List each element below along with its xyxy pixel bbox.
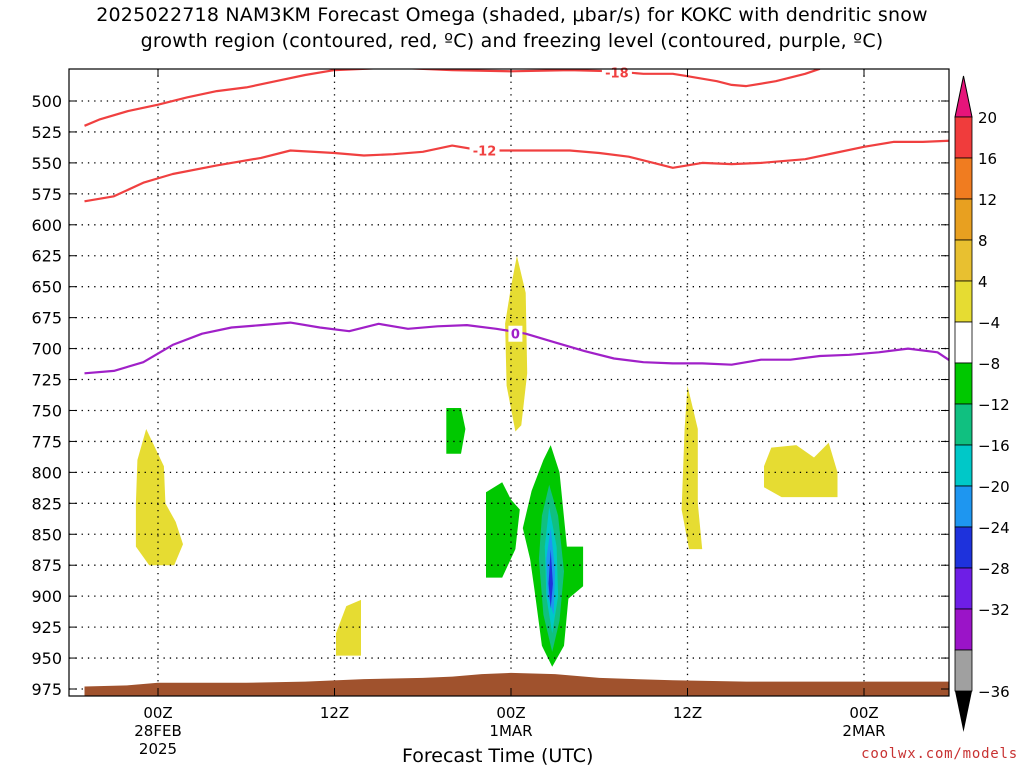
colorbar-label-11: −28 [978,560,1010,578]
y-tick-label-550: 550 [31,154,62,173]
omega-region-3 [681,385,703,550]
omega-shading-layer [135,255,838,667]
colorbar-label-5: −4 [978,314,1000,332]
colorbar-swatch-13 [954,649,973,692]
colorbar-swatch-7 [954,403,973,446]
isotherm-label-bg-2 [508,325,523,342]
colorbar-label-2: 12 [978,191,997,209]
y-tick-label-625: 625 [31,247,62,266]
omega-region-1 [505,255,528,432]
isotherm-label-bg-1 [469,142,500,159]
x-tick-label-48-2: 2MAR [842,722,885,740]
isotherm-line-0 [84,69,821,127]
colorbar-swatch-0 [954,116,973,159]
isotherm-label-1: -12 [473,145,497,160]
y-tick-label-575: 575 [31,185,62,204]
y-tick-label-675: 675 [31,309,62,328]
colorbar-label-10: −24 [978,519,1010,537]
colorbar-top-arrow [954,75,973,118]
terrain-fill [84,672,949,696]
x-tick-label-36-1: 12Z [673,704,702,722]
colorbar-label-7: −12 [978,396,1010,414]
x-tick-label-24-2: 1MAR [489,722,532,740]
x-axis-title: Forecast Time (UTC) [402,745,594,767]
y-tick-label-900: 900 [31,587,62,606]
omega-region-11 [548,549,553,609]
terrain-layer [84,672,949,696]
colorbar-swatch-6 [954,362,973,405]
colorbar: 20 16 12 8 4 −4 −8 −12 −16 −20 −24 −28 −32 −36 [954,75,1010,732]
colorbar-label-6: −8 [978,355,1000,373]
y-tick-label-750: 750 [31,401,62,420]
omega-region-5 [446,408,466,454]
colorbar-swatch-3 [954,239,973,282]
omega-region-6 [486,482,520,578]
colorbar-swatch-10 [954,526,973,569]
colorbar-label-4: 4 [978,273,988,291]
colorbar-swatch-11 [954,567,973,610]
colorbar-label-8: −16 [978,437,1010,455]
x-tick-label-24-1: 00Z [496,704,525,722]
y-tick-label-925: 925 [31,618,62,637]
isotherm-label-0: -18 [605,67,629,82]
colorbar-label-1: 16 [978,150,997,168]
y-axis-ticks: 500 525 550 575 600 625 650 675 700 725 750 775 800 8… [31,92,949,699]
y-tick-label-650: 650 [31,278,62,297]
y-tick-label-500: 500 [31,92,62,111]
y-tick-label-800: 800 [31,463,62,482]
chart-title: 2025022718 NAM3KM Forecast Omega (shaded… [0,2,1024,54]
y-tick-label-950: 950 [31,649,62,668]
colorbar-swatch-1 [954,157,973,200]
y-tick-label-850: 850 [31,525,62,544]
y-tick-label-975: 975 [31,680,62,699]
colorbar-label-9: −20 [978,478,1010,496]
y-tick-label-525: 525 [31,123,62,142]
isotherm-line-1 [84,139,949,203]
x-tick-label-0-2: 28FEB [134,722,181,740]
colorbar-swatch-12 [954,608,973,651]
isotherm-layer [84,69,949,375]
isotherm-label-layer: -18 -12 0 [469,64,632,343]
colorbar-swatch-9 [954,485,973,528]
y-tick-label-700: 700 [31,340,62,359]
y-tick-label-775: 775 [31,432,62,451]
colorbar-swatch-2 [954,198,973,241]
credit-link[interactable]: coolwx.com/models [861,746,1018,762]
colorbar-swatch-4 [954,280,973,323]
omega-region-0 [135,429,183,566]
x-tick-label-0-1: 00Z [143,704,172,722]
y-tick-label-600: 600 [31,216,62,235]
y-tick-label-875: 875 [31,556,62,575]
colorbar-label-13: −36 [978,683,1010,701]
x-tick-label-0-3: 2025 [139,740,177,758]
omega-region-4 [764,442,838,498]
colorbar-swatch-8 [954,444,973,487]
colorbar-bottom-arrow [955,691,972,732]
isotherm-label-2: 0 [511,328,520,343]
y-tick-label-825: 825 [31,494,62,513]
plot-frame [68,68,950,697]
x-tick-label-12-1: 12Z [320,704,349,722]
chart-title-line-1: 2025022718 NAM3KM Forecast Omega (shaded… [96,4,928,26]
colorbar-label-3: 8 [978,232,988,250]
y-tick-label-725: 725 [31,371,62,390]
colorbar-swatch-5 [954,321,973,364]
isotherm-line-2 [84,321,949,375]
chart-title-line-2: growth region (contoured, red, ºC) and f… [140,30,884,52]
colorbar-label-0: 20 [978,109,997,127]
x-tick-label-48-1: 00Z [849,704,878,722]
omega-region-2 [336,599,361,656]
colorbar-label-12: −32 [978,601,1010,619]
